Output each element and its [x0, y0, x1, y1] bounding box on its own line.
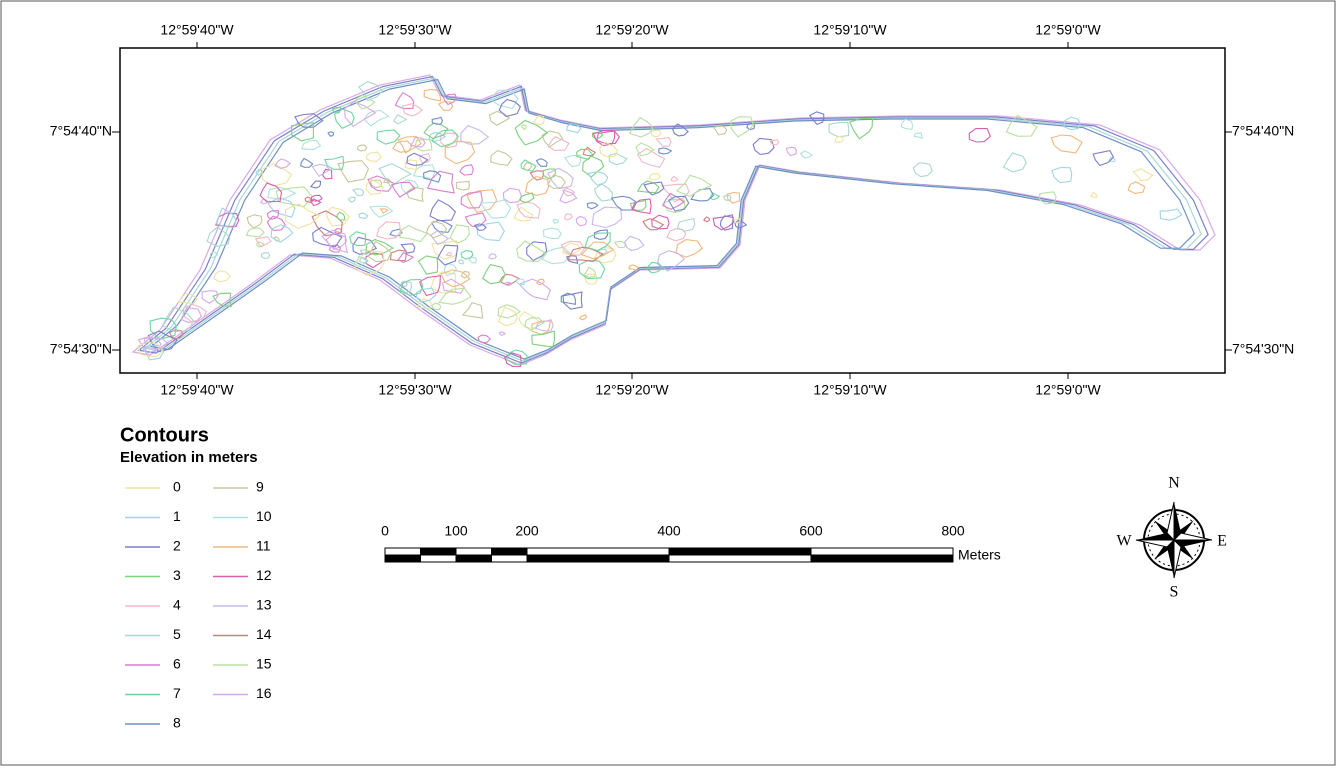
scale-label: 0: [381, 523, 389, 539]
scale-segment: [669, 555, 811, 562]
scale-label: 200: [515, 523, 539, 539]
lon-label-bottom: 12°59'30"W: [378, 382, 452, 398]
scale-label: 600: [799, 523, 823, 539]
legend-label: 5: [173, 626, 181, 642]
scale-segment: [811, 548, 953, 555]
legend-label: 11: [256, 538, 271, 554]
scale-segment: [492, 548, 528, 555]
lon-label-top: 12°59'0"W: [1035, 22, 1101, 38]
lon-label-bottom: 12°59'20"W: [595, 382, 669, 398]
legend-label: 2: [173, 538, 181, 554]
legend-label: 4: [173, 597, 181, 613]
scale-unit: Meters: [958, 547, 1001, 563]
lon-label-top: 12°59'30"W: [378, 22, 452, 38]
compass-e: E: [1217, 533, 1227, 550]
legend-label: 14: [256, 626, 272, 642]
legend-label: 0: [173, 479, 181, 495]
scale-segment: [421, 555, 457, 562]
legend-label: 8: [173, 715, 181, 731]
scale-segment: [456, 555, 492, 562]
legend-label: 10: [256, 508, 272, 524]
legend-label: 1: [173, 508, 181, 524]
lon-label-bottom: 12°59'10"W: [813, 382, 887, 398]
legend-label: 3: [173, 567, 181, 583]
scale-segment: [811, 555, 953, 562]
map-layout: 12°59'40"W 12°59'40"W 12°59'30"W 12°59'30"W…: [0, 0, 1336, 766]
scale-segment: [385, 548, 421, 555]
legend-title: Contours: [120, 424, 209, 446]
legend-label: 7: [173, 685, 181, 701]
legend-label: 6: [173, 656, 181, 672]
scale-segment: [385, 555, 421, 562]
lon-label-bottom: 12°59'40"W: [160, 382, 234, 398]
scale-segment: [492, 555, 528, 562]
lat-label-left: 7°54'30"N: [50, 341, 112, 357]
lat-label-right: 7°54'40"N: [1232, 123, 1294, 139]
legend-subtitle: Elevation in meters: [120, 449, 258, 466]
scale-segment: [527, 548, 669, 555]
compass-w: W: [1116, 533, 1132, 550]
scale-label: 400: [657, 523, 681, 539]
scale-segment: [669, 548, 811, 555]
scale-segment: [527, 555, 669, 562]
scale-label: 100: [444, 523, 468, 539]
lat-label-right: 7°54'30"N: [1232, 341, 1294, 357]
lon-label-bottom: 12°59'0"W: [1035, 382, 1101, 398]
lat-label-left: 7°54'40"N: [50, 123, 112, 139]
compass-s: S: [1170, 584, 1179, 601]
scale-label: 800: [941, 523, 965, 539]
scale-segment: [456, 548, 492, 555]
legend-label: 15: [256, 656, 272, 672]
lon-label-top: 12°59'40"W: [160, 22, 234, 38]
lon-label-top: 12°59'10"W: [813, 22, 887, 38]
compass-n: N: [1168, 475, 1180, 492]
lon-label-top: 12°59'20"W: [595, 22, 669, 38]
legend-label: 16: [256, 685, 272, 701]
legend-label: 13: [256, 597, 272, 613]
scale-segment: [421, 548, 457, 555]
legend-label: 9: [256, 479, 264, 495]
legend-label: 12: [256, 567, 272, 583]
